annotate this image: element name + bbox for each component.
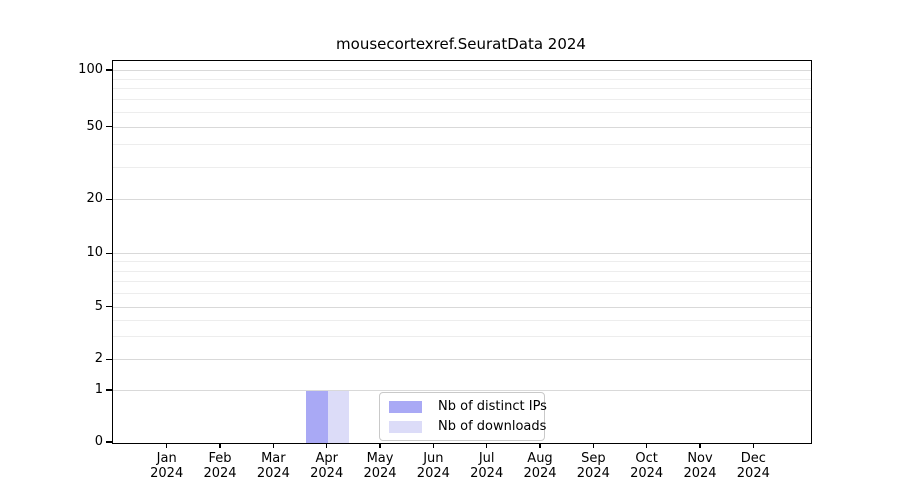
y-tick-label-50: 50 bbox=[86, 118, 103, 134]
x-tick-mark-nov bbox=[699, 443, 701, 449]
x-tick-month: Dec bbox=[740, 451, 766, 466]
x-tick-label-oct: Oct 2024 bbox=[619, 451, 675, 481]
x-tick-year: 2024 bbox=[256, 466, 290, 481]
gridline-major-100 bbox=[113, 70, 811, 72]
y-tick-mark-50 bbox=[106, 125, 112, 128]
x-tick-label-dec: Dec 2024 bbox=[725, 451, 781, 481]
x-tick-month: Feb bbox=[208, 451, 232, 466]
x-tick-label-jun: Jun 2024 bbox=[405, 451, 461, 481]
y-tick-mark-10 bbox=[106, 252, 112, 255]
legend-item-downloads: Nb of downloads bbox=[389, 418, 546, 435]
x-tick-label-mar: Mar 2024 bbox=[245, 451, 301, 481]
legend-swatch-downloads bbox=[389, 420, 422, 433]
gridline-minor bbox=[113, 99, 811, 101]
y-tick-mark-100 bbox=[106, 69, 112, 71]
x-tick-label-jan: Jan 2024 bbox=[139, 451, 195, 481]
y-tick-label-5: 5 bbox=[94, 298, 103, 314]
gridline-major-20 bbox=[113, 199, 811, 201]
x-tick-mark-aug bbox=[539, 443, 541, 449]
x-tick-month: Sep bbox=[581, 451, 606, 466]
y-tick-label-2: 2 bbox=[94, 351, 103, 367]
x-tick-mark-jul bbox=[485, 443, 488, 449]
x-tick-month: Nov bbox=[687, 451, 713, 466]
x-tick-year: 2024 bbox=[470, 466, 504, 481]
y-tick-label-100: 100 bbox=[78, 62, 103, 77]
x-tick-year: 2024 bbox=[203, 466, 237, 481]
x-tick-month: Oct bbox=[635, 451, 658, 466]
x-tick-year: 2024 bbox=[150, 466, 184, 481]
x-tick-year: 2024 bbox=[630, 466, 664, 481]
bar-downloads-apr bbox=[327, 391, 350, 443]
x-tick-month: Jan bbox=[156, 451, 177, 466]
x-tick-year: 2024 bbox=[683, 466, 717, 481]
gridline-major-2 bbox=[113, 359, 811, 361]
x-tick-mark-jun bbox=[432, 443, 435, 449]
x-tick-label-nov: Nov 2024 bbox=[672, 451, 728, 481]
gridline-minor bbox=[113, 270, 811, 272]
x-tick-label-aug: Aug 2024 bbox=[512, 451, 568, 481]
y-tick-label-1: 1 bbox=[94, 382, 103, 397]
x-tick-mark-mar bbox=[272, 443, 275, 449]
legend-item-distinct-ips: Nb of distinct IPs bbox=[389, 398, 547, 415]
plot-area: Nb of distinct IPs Nb of downloads bbox=[112, 60, 812, 444]
x-tick-month: Apr bbox=[315, 451, 338, 466]
gridline-major-5 bbox=[113, 306, 811, 308]
y-tick-mark-0 bbox=[106, 441, 112, 443]
x-tick-mark-may bbox=[379, 443, 381, 449]
gridline-minor bbox=[113, 280, 811, 282]
x-tick-month: Mar bbox=[261, 451, 286, 466]
chart-title: mousecortexref.SeuratData 2024 bbox=[336, 35, 586, 53]
gridline-major-10 bbox=[113, 253, 811, 255]
gridline-major-50 bbox=[113, 126, 811, 128]
x-tick-mark-apr bbox=[325, 443, 328, 449]
y-tick-mark-2 bbox=[106, 358, 112, 360]
legend-swatch-distinct-ips bbox=[389, 400, 422, 413]
y-tick-mark-20 bbox=[106, 198, 112, 200]
gridline-minor bbox=[113, 336, 811, 338]
x-tick-label-apr: Apr 2024 bbox=[299, 451, 355, 481]
x-tick-year: 2024 bbox=[363, 466, 397, 481]
x-tick-year: 2024 bbox=[523, 466, 557, 481]
x-tick-label-sep: Sep 2024 bbox=[565, 451, 621, 481]
y-tick-label-10: 10 bbox=[86, 245, 103, 261]
gridline-minor bbox=[113, 292, 811, 294]
y-tick-label-20: 20 bbox=[86, 191, 103, 207]
x-tick-year: 2024 bbox=[416, 466, 450, 481]
x-tick-mark-sep bbox=[592, 443, 595, 449]
gridline-minor bbox=[113, 144, 811, 146]
gridline-minor bbox=[113, 167, 811, 169]
x-tick-mark-feb bbox=[219, 443, 221, 449]
y-tick-mark-1 bbox=[106, 389, 112, 391]
gridline-minor bbox=[113, 78, 811, 80]
x-tick-label-feb: Feb 2024 bbox=[192, 451, 248, 481]
legend-label-distinct-ips: Nb of distinct IPs bbox=[438, 399, 547, 414]
x-tick-label-may: May 2024 bbox=[352, 451, 408, 481]
bar-distinct-ips-apr bbox=[306, 391, 328, 443]
x-tick-year: 2024 bbox=[736, 466, 770, 481]
x-tick-label-jul: Jul 2024 bbox=[459, 451, 515, 481]
x-tick-mark-oct bbox=[645, 443, 648, 449]
x-tick-month: May bbox=[366, 451, 394, 466]
gridline-minor bbox=[113, 261, 811, 263]
x-tick-mark-dec bbox=[752, 443, 755, 449]
x-tick-month: Jun bbox=[423, 451, 444, 466]
y-tick-label-0: 0 bbox=[94, 434, 103, 449]
y-tick-mark-5 bbox=[106, 305, 112, 308]
gridline-minor bbox=[113, 88, 811, 90]
gridline-minor bbox=[113, 111, 811, 113]
legend-label-downloads: Nb of downloads bbox=[438, 419, 547, 434]
x-tick-year: 2024 bbox=[576, 466, 610, 481]
gridline-major-1 bbox=[113, 390, 811, 392]
x-tick-year: 2024 bbox=[310, 466, 344, 481]
x-tick-mark-jan bbox=[166, 443, 168, 449]
legend: Nb of distinct IPs Nb of downloads bbox=[379, 392, 547, 441]
gridline-minor bbox=[113, 319, 811, 321]
x-tick-month: Jul bbox=[478, 451, 495, 466]
x-tick-month: Aug bbox=[527, 451, 553, 466]
